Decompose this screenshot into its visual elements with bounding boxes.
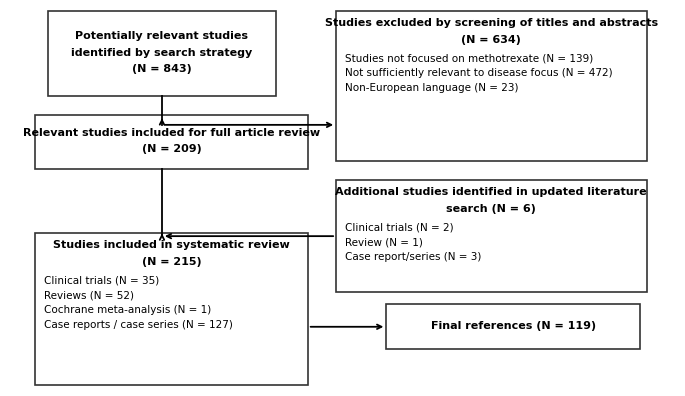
Text: Case reports / case series (N = 127): Case reports / case series (N = 127) (45, 320, 234, 330)
Text: identified by search strategy: identified by search strategy (71, 48, 253, 58)
Text: Relevant studies included for full article review: Relevant studies included for full artic… (23, 128, 320, 138)
Text: Potentially relevant studies: Potentially relevant studies (75, 31, 249, 41)
Text: Review (N = 1): Review (N = 1) (345, 237, 423, 248)
Text: (N = 209): (N = 209) (142, 145, 201, 154)
Bar (35, 233, 308, 385)
Text: Not sufficiently relevant to disease focus (N = 472): Not sufficiently relevant to disease foc… (345, 68, 613, 78)
Text: (N = 634): (N = 634) (461, 35, 521, 45)
Text: search (N = 6): search (N = 6) (447, 204, 536, 214)
Text: Cochrane meta-analysis (N = 1): Cochrane meta-analysis (N = 1) (45, 305, 212, 315)
Bar (47, 11, 277, 96)
Bar (336, 11, 647, 161)
Text: Studies not focused on methotrexate (N = 139): Studies not focused on methotrexate (N =… (345, 53, 594, 63)
Text: (N = 843): (N = 843) (132, 64, 192, 74)
Text: Clinical trials (N = 2): Clinical trials (N = 2) (345, 223, 454, 232)
Text: Case report/series (N = 3): Case report/series (N = 3) (345, 252, 482, 262)
Bar (386, 304, 640, 349)
Text: Additional studies identified in updated literature: Additional studies identified in updated… (336, 187, 647, 197)
Bar (35, 115, 308, 169)
Bar (336, 180, 647, 292)
Text: Studies included in systematic review: Studies included in systematic review (53, 240, 290, 250)
Text: Non-European language (N = 23): Non-European language (N = 23) (345, 83, 519, 93)
Text: Clinical trials (N = 35): Clinical trials (N = 35) (45, 276, 160, 286)
Text: Final references (N = 119): Final references (N = 119) (431, 321, 596, 331)
Text: Reviews (N = 52): Reviews (N = 52) (45, 290, 134, 301)
Text: (N = 215): (N = 215) (142, 257, 201, 267)
Text: Studies excluded by screening of titles and abstracts: Studies excluded by screening of titles … (325, 18, 658, 28)
